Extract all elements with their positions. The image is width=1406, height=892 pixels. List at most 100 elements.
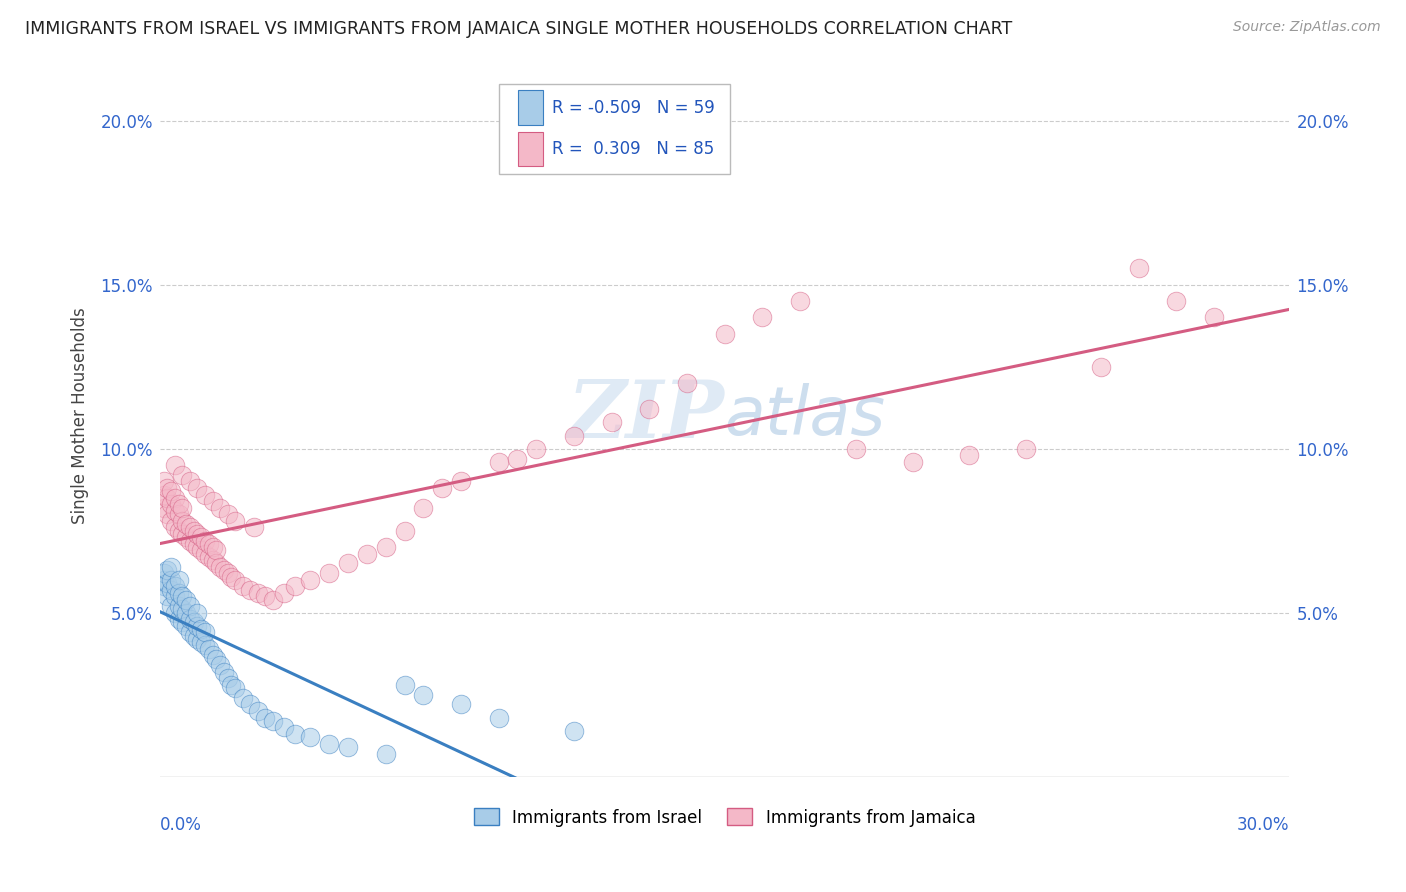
Point <box>156 481 179 495</box>
Text: atlas: atlas <box>724 383 886 449</box>
Point <box>262 714 284 728</box>
Point <box>254 589 277 603</box>
Text: R =  0.309   N = 85: R = 0.309 N = 85 <box>551 140 714 158</box>
Point <box>190 622 212 636</box>
Point <box>506 451 529 466</box>
Point <box>224 514 246 528</box>
Point <box>179 475 201 489</box>
Point <box>600 416 623 430</box>
Point <box>262 592 284 607</box>
Point <box>186 632 208 646</box>
Point <box>524 442 547 456</box>
Point <box>160 559 183 574</box>
Point <box>374 747 396 761</box>
Point <box>205 651 228 665</box>
Point <box>163 458 186 472</box>
Point <box>152 487 174 501</box>
Point <box>190 530 212 544</box>
Point <box>318 566 340 581</box>
Point <box>186 481 208 495</box>
Point <box>232 579 254 593</box>
Point <box>167 599 190 613</box>
Point <box>160 498 183 512</box>
Point <box>299 731 322 745</box>
Point <box>217 508 239 522</box>
Point <box>197 549 219 564</box>
Point <box>186 606 208 620</box>
Point <box>163 491 186 505</box>
Point <box>156 508 179 522</box>
Point <box>152 475 174 489</box>
Point <box>152 500 174 515</box>
Point <box>160 573 183 587</box>
Point <box>394 678 416 692</box>
Point <box>1202 310 1225 325</box>
Point <box>160 484 183 499</box>
Point <box>179 612 201 626</box>
Point <box>174 517 197 532</box>
Point <box>356 547 378 561</box>
Point <box>412 500 434 515</box>
Text: Source: ZipAtlas.com: Source: ZipAtlas.com <box>1233 20 1381 34</box>
Point <box>1015 442 1038 456</box>
Point <box>156 576 179 591</box>
Point <box>273 721 295 735</box>
Bar <box>517 132 543 166</box>
Point <box>156 491 179 505</box>
Point <box>172 602 194 616</box>
Text: IMMIGRANTS FROM ISRAEL VS IMMIGRANTS FROM JAMAICA SINGLE MOTHER HOUSEHOLDS CORRE: IMMIGRANTS FROM ISRAEL VS IMMIGRANTS FRO… <box>25 20 1012 37</box>
Point <box>163 520 186 534</box>
Point <box>901 455 924 469</box>
Point <box>152 579 174 593</box>
Point <box>156 563 179 577</box>
Point <box>197 537 219 551</box>
Point <box>562 428 585 442</box>
Point <box>201 494 224 508</box>
Point <box>243 520 266 534</box>
Point <box>1166 294 1188 309</box>
Point <box>160 582 183 597</box>
Point <box>232 690 254 705</box>
Point <box>205 557 228 571</box>
Point <box>179 520 201 534</box>
Point <box>224 573 246 587</box>
Point <box>209 658 232 673</box>
Point <box>167 524 190 538</box>
Point <box>1090 359 1112 374</box>
Point <box>194 533 217 548</box>
Point <box>163 606 186 620</box>
Point <box>179 625 201 640</box>
Point <box>160 514 183 528</box>
Point <box>201 648 224 663</box>
Point <box>194 547 217 561</box>
Point <box>205 543 228 558</box>
Point <box>751 310 773 325</box>
Point <box>284 727 307 741</box>
Legend: Immigrants from Israel, Immigrants from Jamaica: Immigrants from Israel, Immigrants from … <box>467 802 981 833</box>
Point <box>167 498 190 512</box>
Point <box>167 508 190 522</box>
Point <box>172 500 194 515</box>
Text: 0.0%: 0.0% <box>160 816 201 834</box>
Point <box>174 592 197 607</box>
Point <box>167 573 190 587</box>
Point <box>194 487 217 501</box>
Point <box>217 566 239 581</box>
Point <box>172 589 194 603</box>
Point <box>174 530 197 544</box>
Point <box>194 625 217 640</box>
Point <box>221 678 243 692</box>
Point <box>172 514 194 528</box>
Point <box>163 589 186 603</box>
Point <box>160 599 183 613</box>
Bar <box>517 90 543 125</box>
Point <box>239 582 262 597</box>
Point <box>488 710 510 724</box>
Point <box>221 569 243 583</box>
FancyBboxPatch shape <box>499 84 730 174</box>
Point <box>254 710 277 724</box>
Point <box>562 723 585 738</box>
Point <box>183 629 205 643</box>
Point <box>172 527 194 541</box>
Point <box>246 586 269 600</box>
